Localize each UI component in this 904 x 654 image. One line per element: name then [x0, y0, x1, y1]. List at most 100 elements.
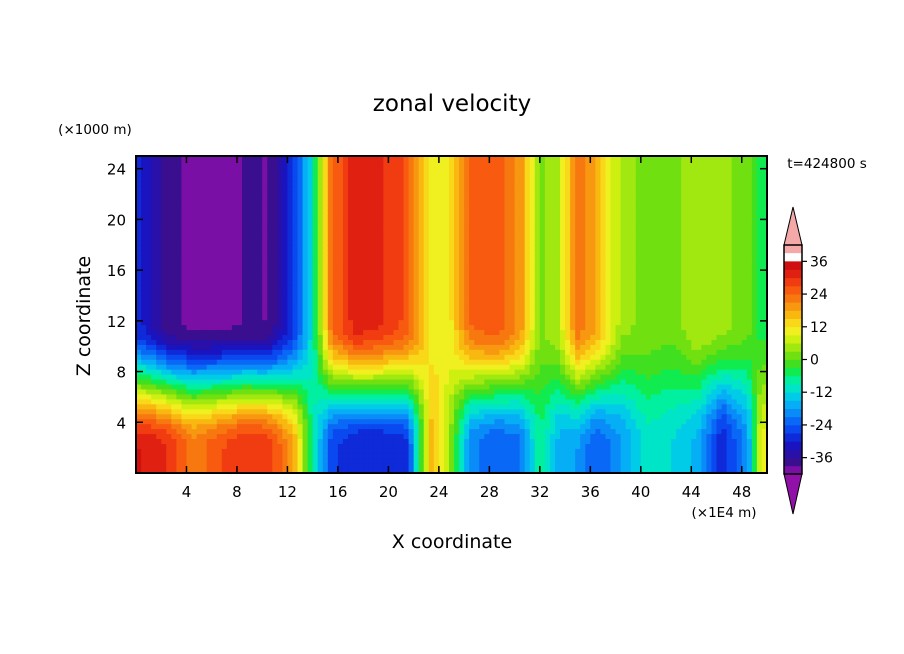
heatmap-cell: [524, 230, 531, 236]
heatmap-cell: [519, 170, 526, 177]
heatmap-cell: [464, 309, 470, 316]
heatmap-cell: [277, 383, 284, 390]
heatmap-cell: [358, 260, 364, 266]
heatmap-cell: [171, 264, 178, 271]
heatmap-cell: [191, 359, 198, 365]
heatmap-cell: [489, 423, 496, 430]
heatmap-cell: [257, 339, 263, 345]
heatmap-cell: [206, 393, 213, 400]
heatmap-cell: [433, 185, 440, 192]
heatmap-cell: [489, 438, 496, 444]
heatmap-cell: [499, 408, 506, 415]
heatmap-cell: [146, 200, 152, 207]
heatmap-cell: [348, 195, 354, 202]
heatmap-cell: [474, 423, 480, 430]
heatmap-cell: [489, 388, 496, 395]
heatmap-cell: [146, 373, 152, 380]
heatmap-cell: [459, 319, 465, 326]
heatmap-cell: [428, 364, 435, 370]
heatmap-cell: [267, 195, 273, 202]
heatmap-cell: [408, 388, 415, 395]
heatmap-cell: [398, 264, 405, 271]
heatmap-cell: [489, 319, 496, 326]
heatmap-cell: [322, 378, 329, 385]
heatmap-cell: [418, 314, 425, 321]
heatmap-cell: [181, 175, 188, 182]
heatmap-cell: [342, 413, 349, 420]
heatmap-cell: [277, 190, 284, 197]
heatmap-cell: [211, 413, 218, 420]
heatmap-cell: [272, 463, 279, 469]
heatmap-cell: [206, 309, 213, 316]
heatmap-cell: [287, 364, 294, 370]
heatmap-cell: [216, 423, 223, 430]
heatmap-cell: [176, 359, 183, 365]
heatmap-cell: [302, 215, 309, 222]
heatmap-cell: [206, 383, 213, 390]
heatmap-cell: [393, 279, 400, 286]
heatmap-cell: [443, 289, 450, 296]
heatmap-cell: [322, 354, 329, 360]
heatmap-cell: [418, 309, 425, 316]
heatmap-cell: [257, 170, 263, 177]
heatmap-cell: [206, 388, 213, 395]
heatmap-cell: [257, 220, 263, 227]
heatmap-cell: [353, 344, 359, 350]
heatmap-cell: [242, 279, 248, 286]
heatmap-cell: [196, 364, 203, 370]
heatmap-cell: [403, 393, 410, 400]
heatmap-cell: [211, 165, 218, 172]
heatmap-cell: [141, 195, 147, 202]
heatmap-cell: [242, 200, 248, 207]
heatmap-cell: [514, 418, 521, 425]
heatmap-cell: [277, 294, 284, 301]
heatmap-cell: [448, 260, 455, 266]
heatmap-cell: [509, 210, 516, 217]
heatmap-cell: [403, 329, 410, 336]
heatmap-cell: [327, 279, 334, 286]
heatmap-cell: [368, 334, 374, 340]
heatmap-cell: [151, 250, 157, 256]
heatmap-cell: [176, 264, 183, 271]
heatmap-cell: [353, 215, 359, 222]
heatmap-cell: [242, 393, 248, 400]
heatmap-cell: [161, 279, 167, 286]
heatmap-cell: [201, 230, 208, 236]
heatmap-cell: [403, 359, 410, 365]
heatmap-cell: [242, 413, 248, 420]
heatmap-cell: [161, 304, 167, 311]
heatmap-cell: [353, 368, 359, 375]
heatmap-cell: [433, 165, 440, 172]
heatmap-cell: [423, 448, 430, 454]
heatmap-cell: [332, 210, 339, 217]
heatmap-cell: [252, 448, 258, 454]
heatmap-cell: [242, 408, 248, 415]
heatmap-cell: [524, 190, 531, 197]
heatmap-cell: [141, 220, 147, 227]
heatmap-cell: [378, 264, 385, 271]
heatmap-cell: [479, 349, 486, 355]
heatmap-cell: [226, 274, 233, 281]
heatmap-cell: [332, 334, 339, 340]
heatmap-cell: [342, 180, 349, 187]
heatmap-cell: [469, 264, 475, 271]
heatmap-cell: [166, 463, 173, 469]
heatmap-cell: [317, 200, 324, 207]
heatmap-cell: [171, 299, 178, 306]
heatmap-cell: [171, 279, 178, 286]
heatmap-cell: [247, 398, 253, 405]
heatmap-cell: [433, 225, 440, 231]
heatmap-cell: [181, 329, 188, 336]
heatmap-cell: [186, 304, 193, 311]
heatmap-cell: [383, 324, 390, 331]
heatmap-cell: [499, 205, 506, 212]
heatmap-cell: [337, 334, 344, 340]
heatmap-cell: [242, 458, 248, 464]
heatmap-cell: [236, 279, 243, 286]
heatmap-cell: [242, 319, 248, 326]
heatmap-cell: [156, 225, 162, 231]
heatmap-cell: [393, 185, 400, 192]
heatmap-cell: [443, 205, 450, 212]
heatmap-cell: [302, 269, 309, 276]
heatmap-cell: [302, 423, 309, 430]
